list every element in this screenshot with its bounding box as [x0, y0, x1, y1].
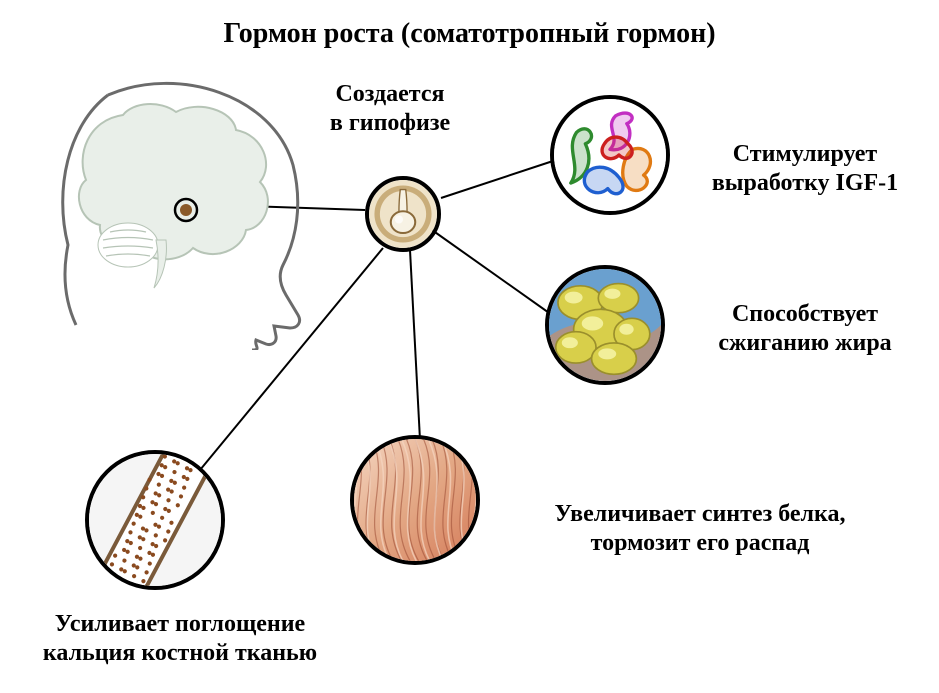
pituitary-label: Создается в гипофизе: [290, 80, 490, 138]
fat-label: Способствует сжиганию жира: [680, 300, 930, 358]
protein-label: Увеличивает синтез белка, тормозит его р…: [500, 500, 900, 558]
igf1-label: Стимулирует выработку IGF-1: [680, 140, 930, 198]
igf1-node: [550, 95, 670, 215]
head-illustration: [28, 70, 328, 350]
diagram-canvas: Гормон роста (соматотропный гормон): [0, 0, 939, 693]
calcium-label: Усиливает поглощение кальция костной тка…: [0, 610, 360, 668]
pituitary-node: [365, 176, 441, 252]
diagram-title: Гормон роста (соматотропный гормон): [0, 18, 939, 50]
calcium-node: [85, 450, 225, 590]
fat-node: [545, 265, 665, 385]
protein-node: [350, 435, 480, 565]
